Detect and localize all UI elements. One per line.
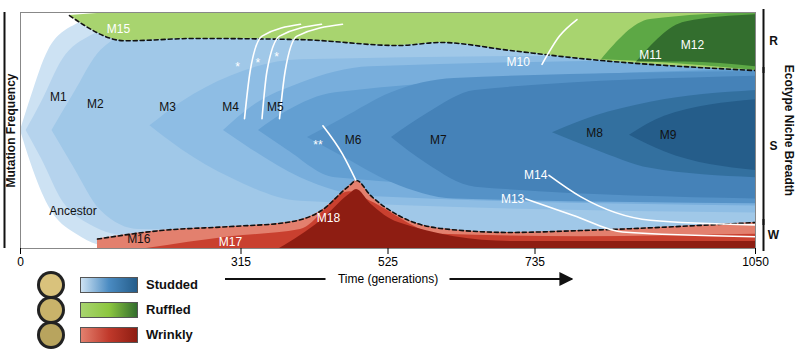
svg-text:M4: M4 [222,100,239,114]
svg-text:M3: M3 [159,100,176,114]
svg-text:315: 315 [231,255,251,269]
svg-text:M7: M7 [430,133,447,147]
svg-text:1050: 1050 [742,255,769,269]
svg-text:M17: M17 [219,235,243,249]
svg-text:M11: M11 [639,48,662,62]
svg-text:M9: M9 [660,128,677,142]
svg-text:Mutation Frequency: Mutation Frequency [4,73,18,187]
svg-text:M15: M15 [107,22,131,36]
svg-text:Ecotype Niche Breadth: Ecotype Niche Breadth [782,65,796,196]
svg-text:*: * [235,60,240,74]
svg-text:M6: M6 [345,133,362,147]
svg-text:R: R [769,34,778,48]
svg-text:Ancestor: Ancestor [49,204,96,218]
svg-text:735: 735 [525,255,545,269]
html-text:Ruffled: Ruffled [146,302,191,317]
svg-text:525: 525 [378,255,398,269]
svg-text:0: 0 [17,255,24,269]
svg-text:W: W [768,228,780,242]
svg-text:S: S [769,139,777,153]
svg-text:M12: M12 [681,38,705,52]
html-text:Studded: Studded [146,277,198,292]
svg-text:M14: M14 [524,168,548,182]
svg-text:M2: M2 [87,97,104,111]
svg-text:Time (generations): Time (generations) [338,272,438,286]
svg-text:*: * [255,56,260,70]
svg-text:M1: M1 [50,90,67,104]
svg-text:M10: M10 [507,55,531,69]
svg-text:M16: M16 [127,232,151,246]
svg-text:M13: M13 [501,192,525,206]
svg-text:M5: M5 [267,100,284,114]
svg-text:M18: M18 [317,211,341,225]
svg-text:**: ** [313,138,323,152]
html-text:Wrinkly: Wrinkly [146,327,193,342]
svg-text:*: * [274,50,279,64]
svg-text:M8: M8 [586,126,603,140]
